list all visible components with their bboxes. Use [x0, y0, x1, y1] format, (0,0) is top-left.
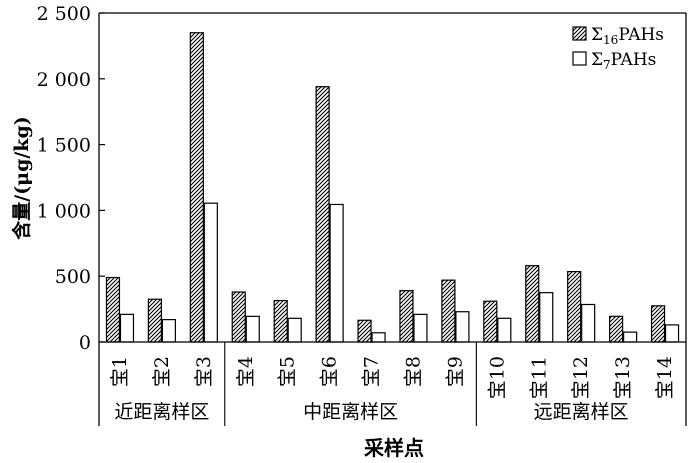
- bar-sum7-2: [161, 319, 176, 343]
- y-tick-label-0: 0: [79, 332, 91, 354]
- x-tick-label-12: 宝12: [570, 356, 592, 399]
- group-label-1: 近距离样区: [114, 401, 209, 423]
- bar-sum16-8: [399, 290, 414, 343]
- bar-sum7-1: [119, 313, 135, 343]
- bar-sum7-9: [455, 311, 470, 343]
- bar-sum7-12: [581, 303, 596, 343]
- x-tick-label-11: 宝11: [528, 356, 550, 399]
- bar-sum16-3: [189, 32, 204, 343]
- x-tick-label-5: 宝5: [277, 356, 299, 387]
- bar-sum7-14: [664, 324, 680, 343]
- y-tick-label-3: 1 500: [37, 135, 91, 157]
- x-tick-label-14: 宝14: [654, 356, 676, 399]
- y-tick-label-5: 2 500: [37, 3, 91, 25]
- plot-area: 宝1 宝2 宝3 宝4 宝5 宝6 宝7 宝8 宝9 宝10 宝11 宝12 宝13 宝14 0 500 1 0…: [37, 3, 687, 426]
- bar-sum16-7: [357, 319, 372, 343]
- bar-sum7-6: [329, 203, 344, 343]
- bar-sum16-4: [231, 291, 246, 343]
- bar-sum7-8: [413, 313, 428, 343]
- legend-swatch-2: [572, 51, 587, 66]
- x-tick-label-9: 宝9: [444, 356, 466, 387]
- x-tick-label-1: 宝1: [109, 356, 131, 387]
- x-tick-label-3: 宝3: [193, 356, 215, 387]
- bar-sum16-6: [315, 86, 330, 343]
- bar-sum16-1: [105, 276, 121, 343]
- bar-sum16-9: [441, 279, 456, 343]
- bar-sum16-5: [273, 299, 288, 343]
- bar-sum16-13: [609, 315, 624, 343]
- group-label-3: 远距离样区: [534, 401, 629, 423]
- bar-sum7-3: [203, 202, 218, 343]
- legend-entry-1: Σ16PAHs: [591, 25, 664, 47]
- x-tick-label-4: 宝4: [235, 356, 257, 387]
- legend: Σ16PAHs Σ7PAHs: [572, 25, 664, 72]
- y-tick-label-1: 500: [55, 266, 91, 288]
- bar-sum7-11: [539, 292, 554, 343]
- x-tick-label-6: 宝6: [319, 356, 341, 387]
- x-tick-label-7: 宝7: [361, 356, 383, 387]
- bar-sum7-5: [287, 317, 302, 343]
- legend-swatch-1: [572, 26, 587, 41]
- bar-sum7-13: [623, 331, 638, 343]
- bar-sum7-7: [371, 332, 386, 343]
- bar-sum16-12: [567, 270, 582, 343]
- legend-entry-2: Σ7PAHs: [591, 50, 656, 72]
- bar-sum16-10: [483, 300, 498, 343]
- x-tick-label-10: 宝10: [486, 356, 508, 399]
- x-tick-label-2: 宝2: [151, 356, 173, 387]
- bar-sum16-2: [147, 298, 162, 343]
- y-tick-label-2: 1 000: [37, 200, 91, 222]
- x-tick-label-13: 宝13: [612, 356, 634, 399]
- y-tick-label-4: 2 000: [37, 69, 91, 91]
- x-tick-label-8: 宝8: [402, 356, 424, 387]
- bar-sum7-4: [245, 315, 260, 343]
- x-axis-label: 采样点: [364, 436, 424, 460]
- bar-sum16-14: [650, 305, 666, 343]
- y-axis-label: 含量/(μg/kg): [10, 116, 33, 240]
- bar-sum16-11: [525, 265, 540, 343]
- group-label-2: 中距离样区: [303, 401, 398, 423]
- bar-sum7-10: [497, 317, 512, 343]
